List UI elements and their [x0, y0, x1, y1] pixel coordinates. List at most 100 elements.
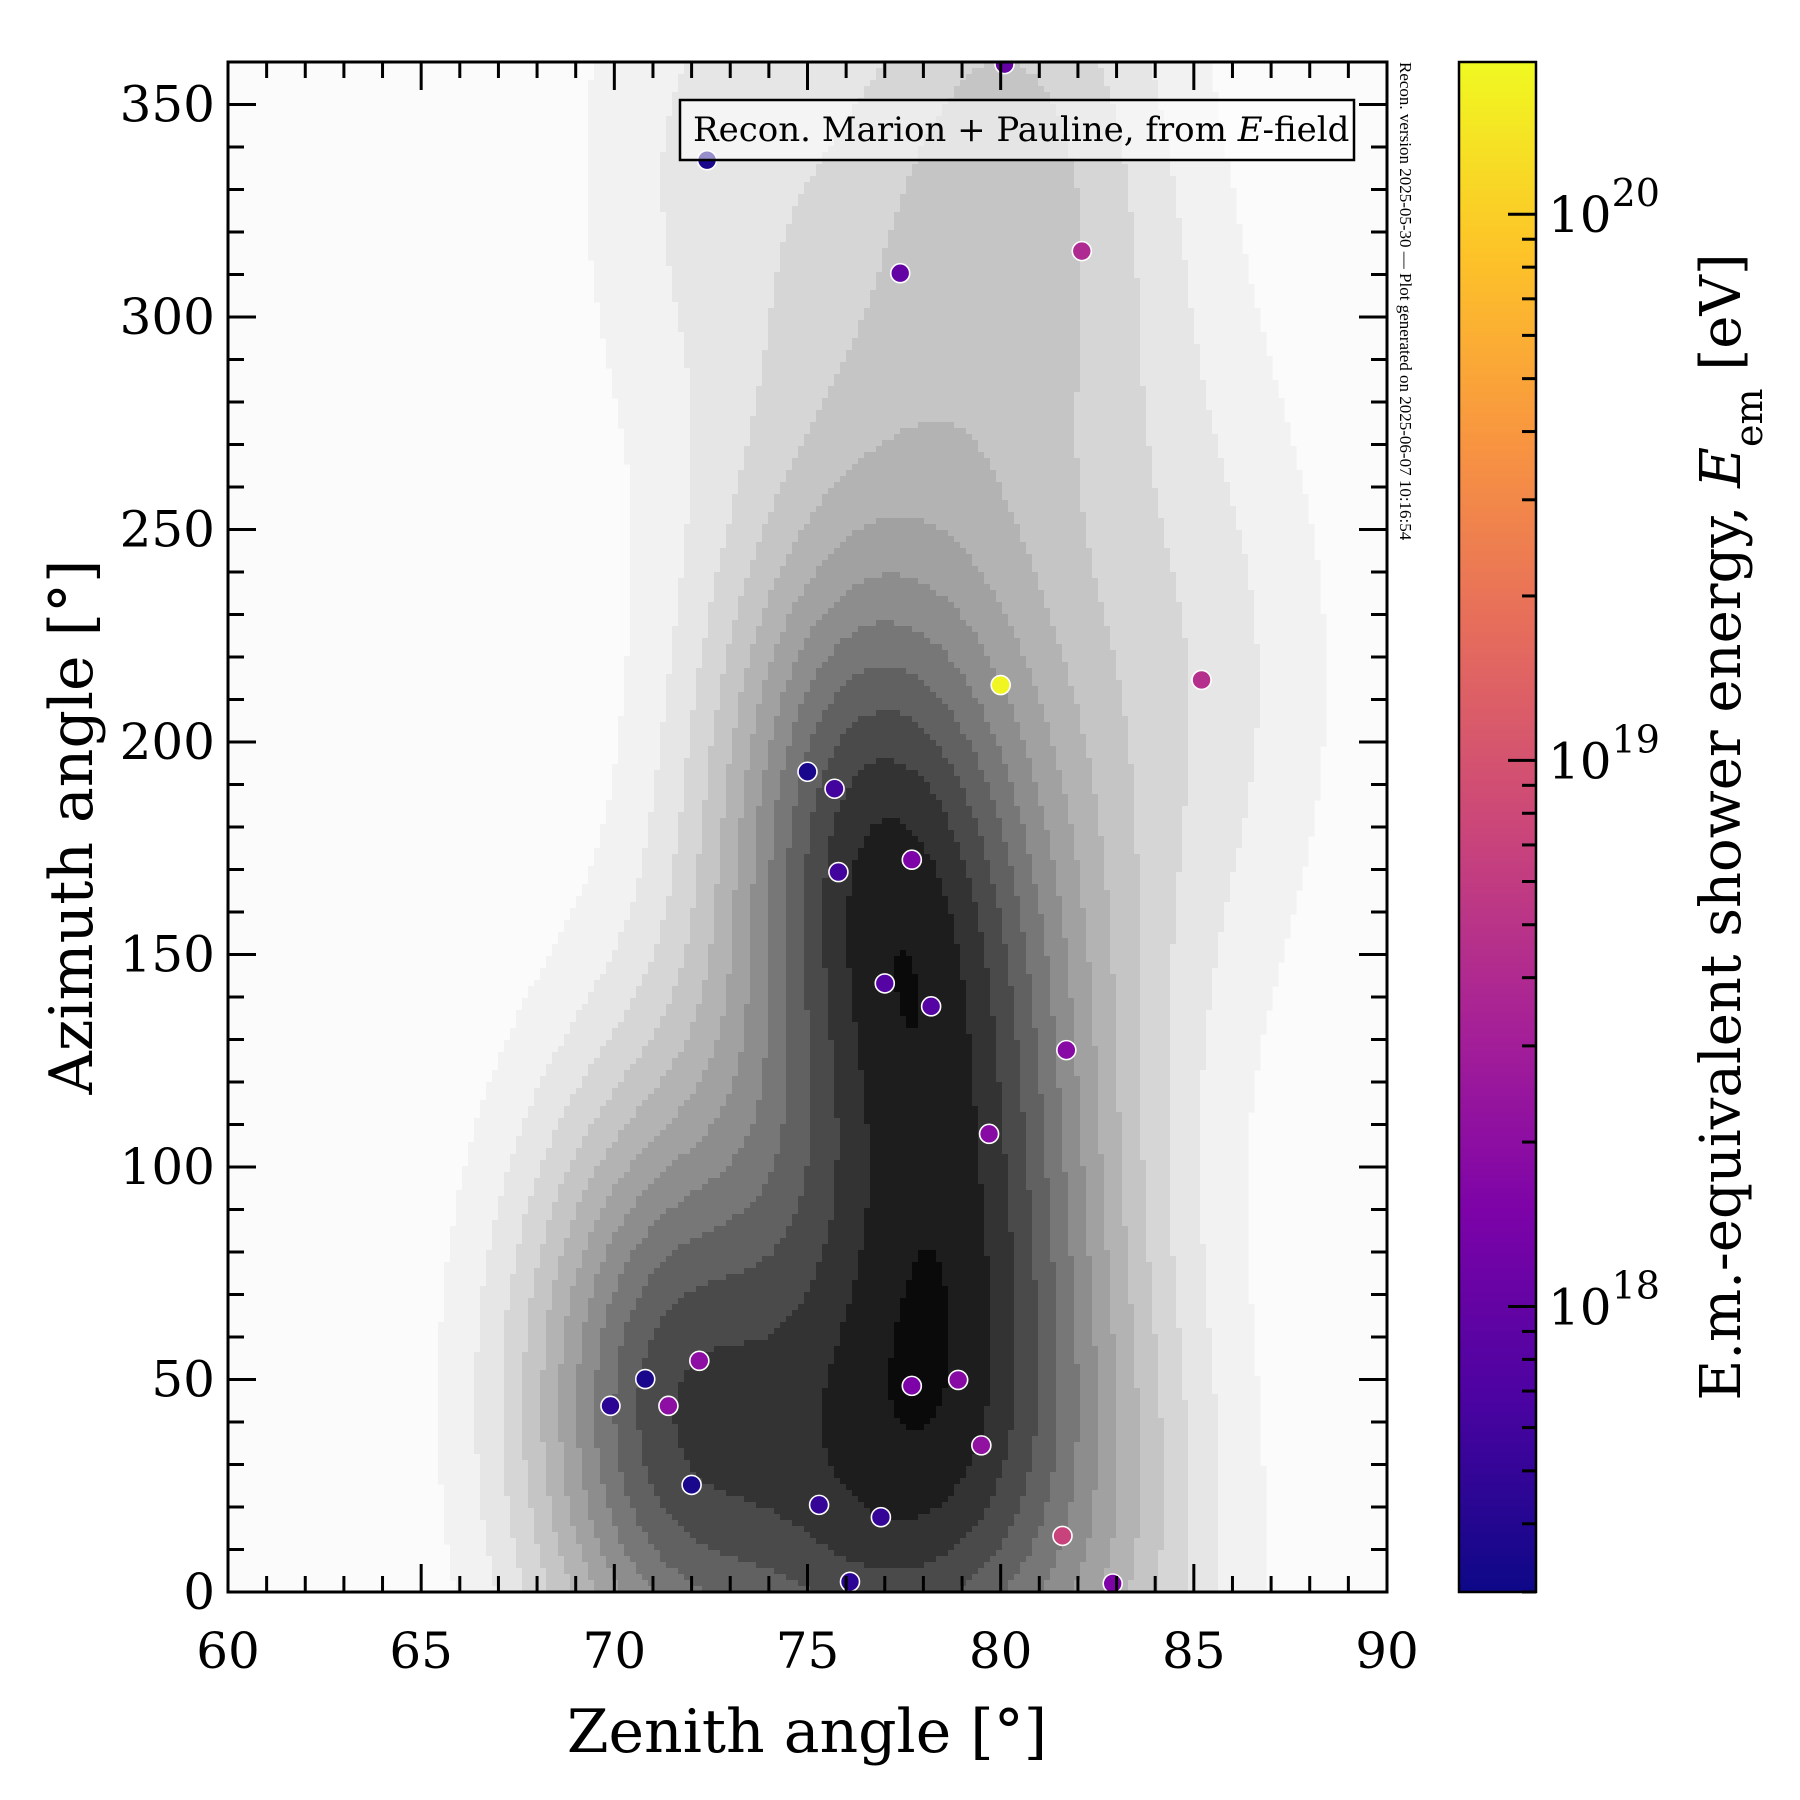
contour-band	[990, 584, 1039, 591]
contour-band	[1086, 1544, 1111, 1551]
contour-band	[1128, 206, 1177, 213]
contour-band	[1092, 1256, 1111, 1263]
contour-band	[762, 1094, 787, 1101]
contour-band	[624, 710, 667, 717]
contour-band	[1218, 1544, 1267, 1551]
contour-band	[618, 1022, 661, 1029]
contour-band	[714, 890, 733, 897]
contour-band	[1116, 1076, 1141, 1083]
contour-band	[774, 1250, 823, 1257]
contour-band	[678, 1052, 715, 1059]
contour-band	[882, 248, 1081, 255]
contour-band	[1116, 1430, 1141, 1437]
contour-band	[966, 1022, 997, 1029]
contour-band	[702, 824, 721, 831]
contour-band	[1218, 1430, 1261, 1437]
contour-band	[972, 1052, 997, 1059]
contour-band	[936, 866, 967, 873]
contour-band	[1098, 1352, 1117, 1359]
contour-band	[834, 1550, 949, 1557]
data-point	[1102, 1573, 1124, 1592]
contour-band	[540, 1172, 565, 1179]
contour-band	[1116, 1064, 1141, 1071]
contour-band	[972, 692, 1009, 699]
contour-band	[780, 1322, 841, 1329]
contour-band	[804, 920, 823, 927]
contour-band	[1074, 1016, 1093, 1023]
contour-band	[1098, 1130, 1123, 1137]
contour-band	[600, 1334, 625, 1341]
contour-band	[588, 1304, 607, 1311]
contour-band	[1050, 842, 1075, 849]
contour-band	[1164, 1502, 1189, 1509]
contour-band	[462, 1166, 511, 1173]
contour-band	[1008, 1436, 1033, 1443]
contour-band	[582, 1322, 607, 1329]
contour-band	[978, 818, 1003, 825]
contour-band	[972, 1076, 997, 1083]
contour-band	[750, 758, 769, 765]
contour-band	[1080, 308, 1141, 315]
contour-band	[714, 572, 751, 579]
contour-band	[828, 1454, 973, 1461]
contour-band	[894, 974, 919, 981]
contour-band	[630, 542, 685, 549]
contour-band	[636, 1244, 679, 1251]
contour-band	[762, 380, 835, 387]
contour-band	[978, 914, 1003, 921]
contour-band	[732, 512, 769, 519]
contour-band	[1122, 698, 1189, 705]
scatter-points	[600, 62, 1212, 1592]
contour-band	[444, 1538, 487, 1545]
contour-band	[936, 860, 967, 867]
contour-band	[810, 1082, 835, 1089]
contour-band	[714, 932, 733, 939]
contour-band	[786, 1022, 811, 1029]
contour-band	[882, 254, 1081, 261]
contour-band	[1008, 698, 1039, 705]
contour-band	[1104, 848, 1135, 855]
contour-band	[1242, 830, 1315, 837]
contour-band	[768, 956, 787, 963]
contour-band	[894, 1400, 943, 1407]
contour-band	[576, 1202, 607, 1209]
contour-band	[828, 992, 853, 999]
contour-band	[984, 1424, 1015, 1431]
contour-band	[1248, 566, 1321, 573]
contour-band	[1116, 986, 1141, 993]
contour-band	[1128, 1244, 1147, 1251]
contour-band	[624, 428, 691, 435]
contour-band	[942, 1262, 991, 1269]
contour-band	[840, 806, 943, 813]
contour-band	[1002, 1124, 1027, 1131]
contour-band	[1050, 968, 1069, 975]
contour-band	[1200, 1124, 1249, 1131]
contour-band	[978, 752, 1003, 759]
contour-band	[720, 1172, 769, 1179]
contour-band	[618, 1436, 643, 1443]
contour-band	[1236, 854, 1309, 861]
contour-band	[870, 1154, 979, 1161]
contour-band	[720, 848, 739, 855]
contour-band	[510, 1514, 535, 1521]
contour-band	[630, 1502, 661, 1509]
contour-band	[678, 308, 769, 315]
contour-band	[1188, 1496, 1219, 1503]
contour-band	[618, 1274, 649, 1281]
contour-band	[1176, 1316, 1207, 1323]
contour-band	[792, 830, 811, 837]
contour-band	[696, 704, 721, 711]
contour-band	[756, 398, 823, 405]
contour-band	[1140, 998, 1171, 1005]
contour-band	[1128, 1280, 1153, 1287]
contour-band	[966, 794, 991, 801]
contour-band	[1164, 1460, 1189, 1467]
contour-band	[1092, 1010, 1117, 1017]
contour-band	[672, 662, 703, 669]
contour-band	[1050, 734, 1087, 741]
contour-band	[990, 788, 1015, 795]
contour-band	[792, 668, 817, 675]
contour-band	[588, 98, 673, 105]
contour-band	[558, 1532, 577, 1539]
contour-band	[624, 656, 673, 663]
